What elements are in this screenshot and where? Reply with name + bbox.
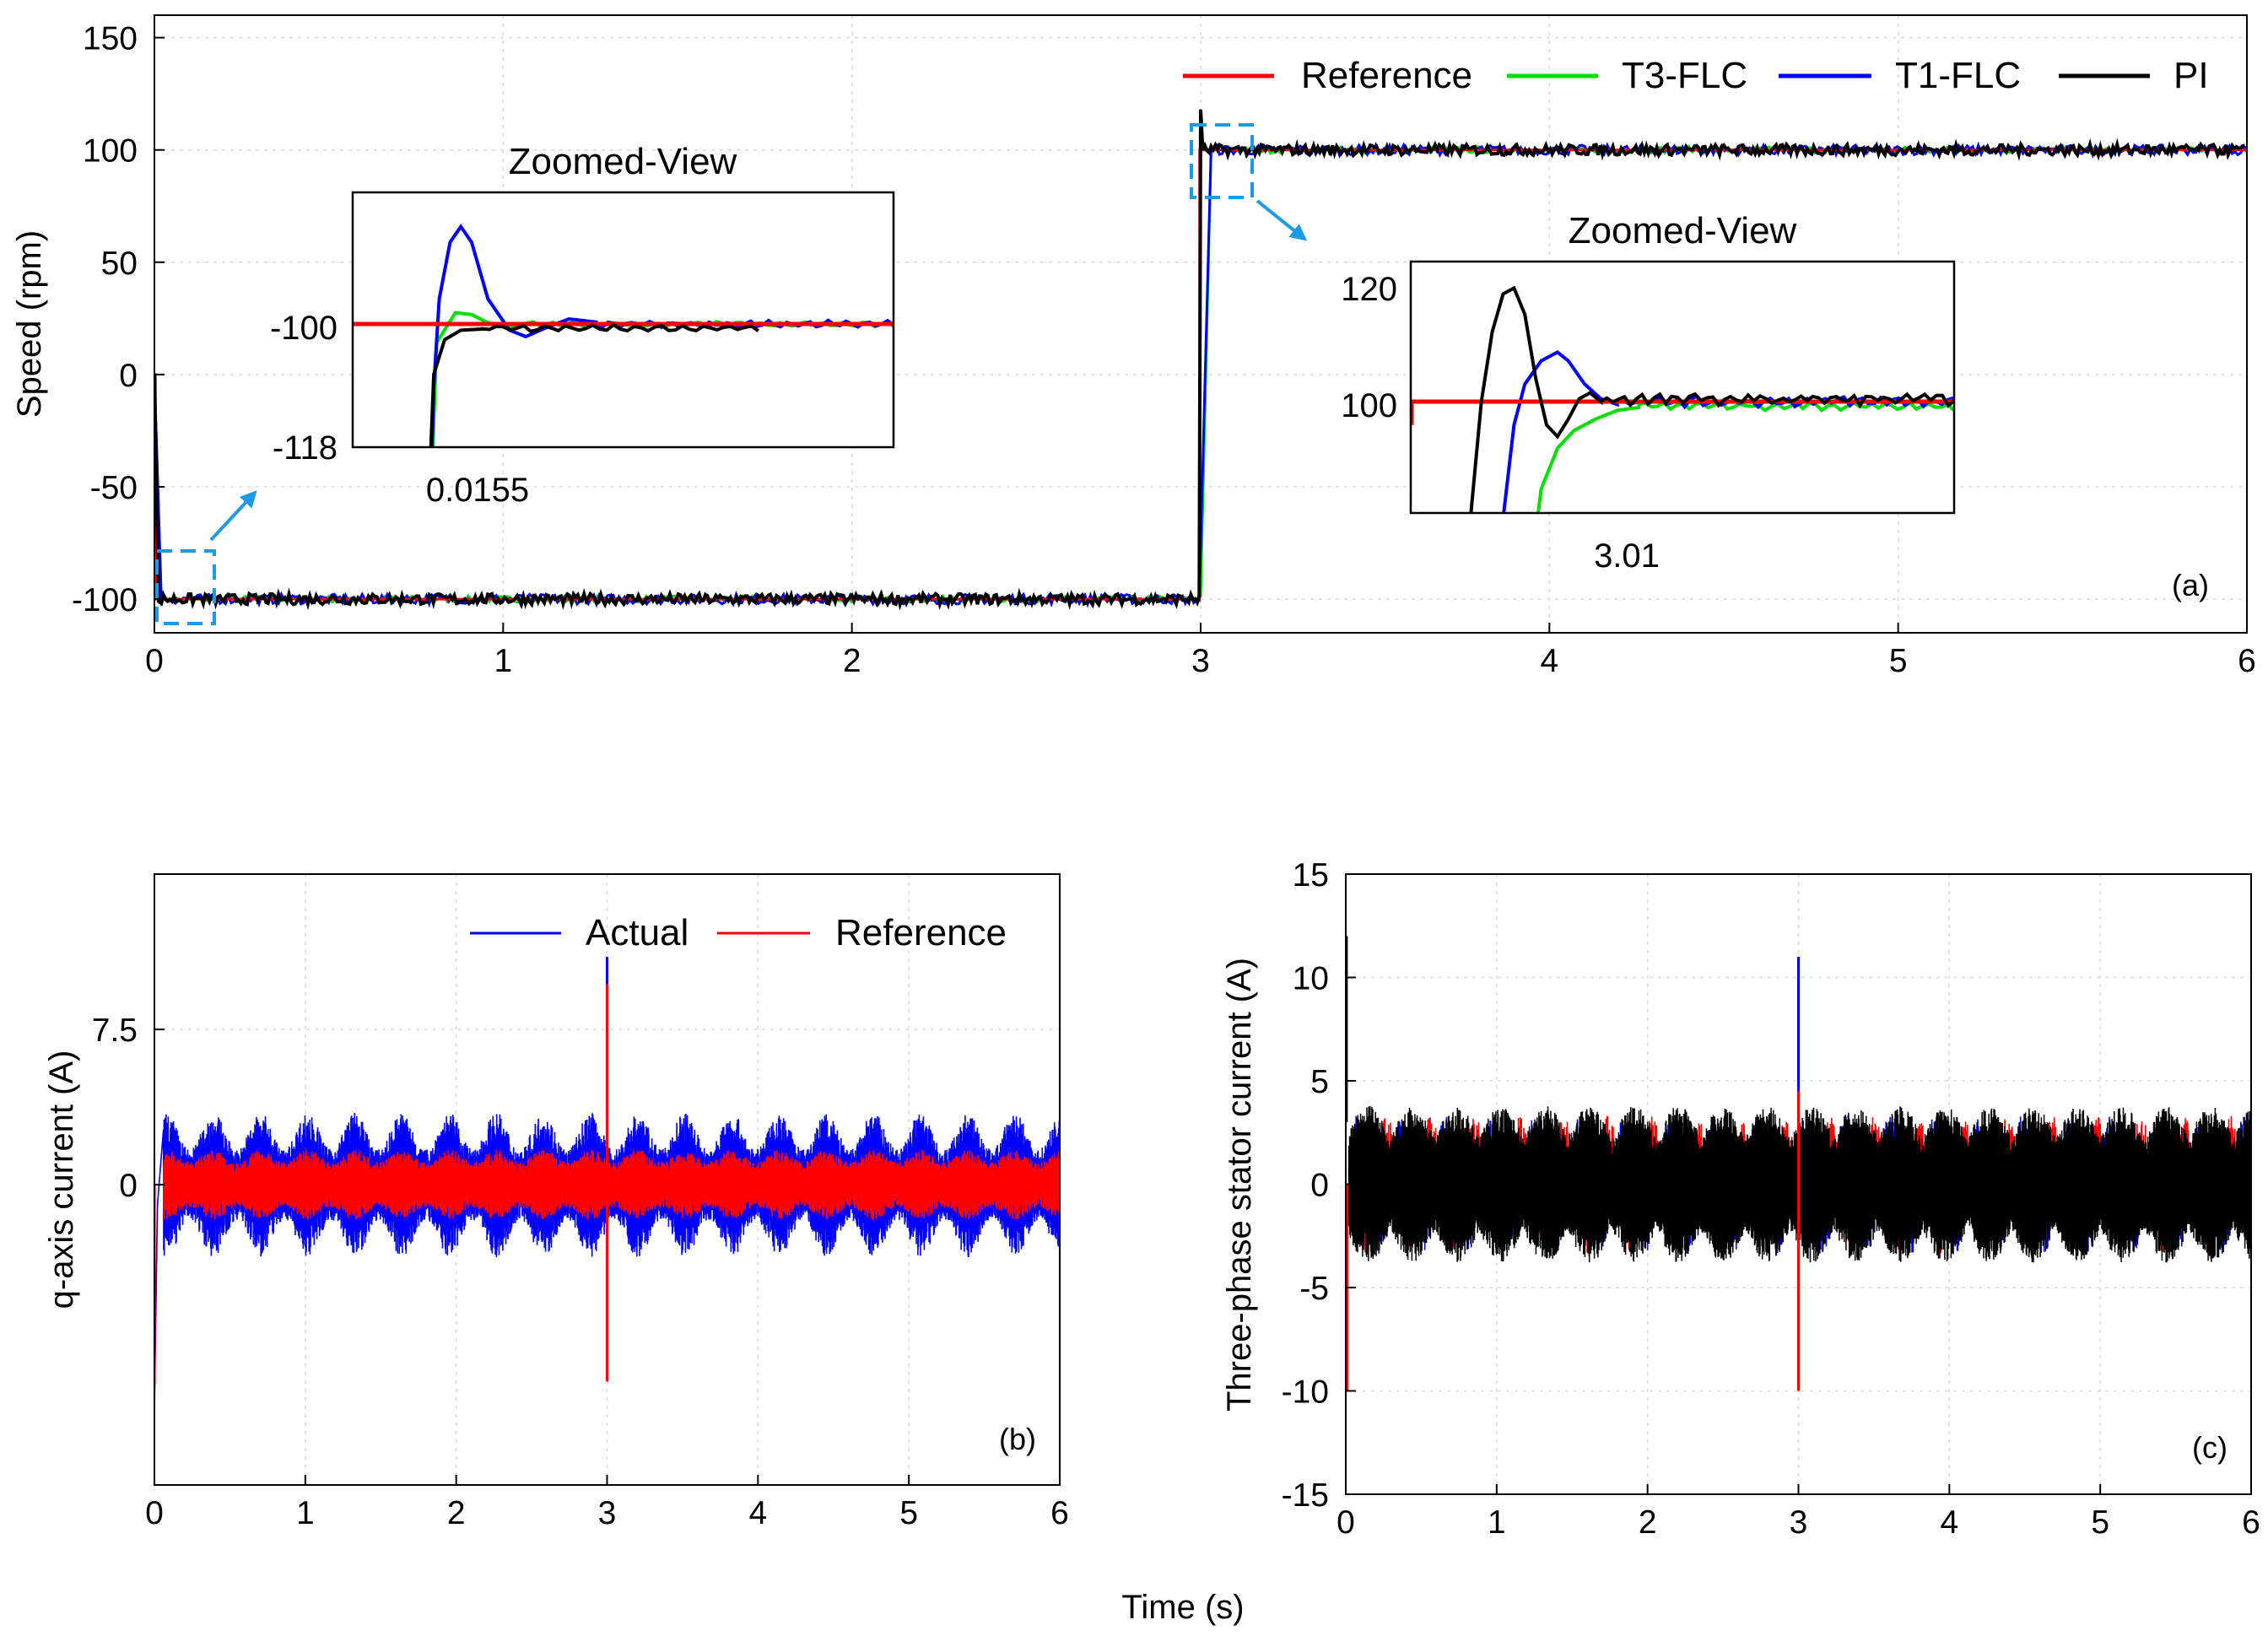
y-tick-label: 7.5 [92,1012,138,1049]
x-tick-label: 4 [1940,1504,1958,1541]
legend-label-reference: Reference [1301,55,1472,96]
zoom2-t3 [1536,398,1954,513]
y-tick-label: 15 [1293,857,1329,894]
panel-label-c: (c) [2192,1430,2228,1465]
legend-label-t1: T1-FLC [1895,55,2021,96]
y-tick-label: -100 [72,582,138,618]
zoom-box-step [1190,123,1254,199]
x-tick-label: 5 [2091,1504,2109,1541]
shared-xlabel: Time (s) [1121,1589,1244,1626]
x-tick-label: 6 [2242,1504,2260,1541]
legend-label-reference-b: Reference [835,912,1007,953]
x-tick-label: 3 [1191,643,1210,679]
y-tick-label: 5 [1310,1064,1329,1100]
y-tick-label: 150 [83,21,138,57]
panel-label-b: (b) [999,1422,1036,1456]
zoom-inset-1-frame [351,191,895,449]
x-tick-label: 5 [899,1495,918,1531]
panel-c: 0 1 2 3 4 5 6 15 10 5 0 -5 -10 -15 Three-phase stator… [1221,857,2260,1541]
zoom-box-start [155,549,216,625]
y-tick-label: 0 [119,1168,138,1204]
legend-a: Reference T3-FLC T1-FLC PI [1183,55,2209,96]
ticks-b: 0 1 2 3 4 5 6 7.5 0 [92,1012,1069,1531]
x-tick-label: 0 [145,643,164,679]
y-tick-label: -5 [1299,1271,1329,1307]
x-tick-label: 3 [598,1495,617,1531]
zoom-inset-2-data [1411,285,1954,513]
x-tick-label: 4 [748,1495,767,1531]
zoom-inset-2: Zoomed-View 120 100 3.01 [1341,210,1956,575]
zoom-inset-1-bg [353,192,894,447]
ticks-c: 0 1 2 3 4 5 6 15 10 5 0 -5 -10 -15 [1282,857,2260,1541]
x-tick-label: 2 [1639,1504,1657,1541]
zoom-inset-2-bg [1411,262,1954,513]
panel-label-a: (a) [2172,568,2209,602]
zoom-inset-2-frame [1409,260,1956,515]
legend-label-t3: T3-FLC [1622,55,1747,96]
panel-b: 0 1 2 3 4 5 6 7.5 0 q-axis current (A) (b) Actua… [43,873,1069,1531]
y-tick-label: 0 [119,358,138,394]
data-b [154,957,1060,1413]
zoom-inset-1: Zoomed-View -100 -118 0.0155 [270,141,895,509]
x-tick-label: 1 [1488,1504,1506,1541]
ylabel-a: Speed (rpm) [11,230,48,418]
ylabel-c: Three-phase stator current (A) [1221,958,1258,1412]
y-tick-label: 0 [1310,1168,1329,1204]
zoom-arrow-step [1256,199,1308,241]
zoom-inset-2-xtick: 3.01 [1594,537,1660,575]
zoom2-pi [1469,285,1954,513]
zoom-inset-1-title: Zoomed-View [509,141,737,182]
zoom-inset-1-data [353,224,894,447]
zoom-inset-1-ytick: -100 [270,310,338,347]
zoom-arrow-start [209,490,257,542]
y-tick-label: -15 [1282,1477,1329,1514]
x-tick-label: 2 [447,1495,466,1531]
zoom-inset-2-title: Zoomed-View [1569,210,1797,251]
x-tick-label: 6 [1050,1495,1069,1531]
series-reference-b [162,1149,1060,1220]
zoom-inset-1-ytick: -118 [273,429,338,467]
x-tick-label: 0 [1336,1504,1355,1541]
zoom1-pi [429,322,759,447]
series-pi [154,109,2245,611]
y-tick-label: 50 [101,246,138,282]
x-tick-label: 3 [1790,1504,1808,1541]
zoom-inset-2-ytick: 100 [1341,387,1397,424]
ticks-a: 0 1 2 3 4 5 6 150 100 50 0 -50 -100 [72,21,2256,679]
x-tick-label: 4 [1540,643,1558,679]
data-c [1346,936,2251,1391]
y-tick-label: -10 [1282,1374,1329,1411]
x-tick-label: 6 [2238,643,2256,679]
x-tick-label: 1 [494,643,512,679]
zoom-inset-1-xtick: 0.0155 [426,472,529,509]
legend-b: Actual Reference [470,912,1007,953]
y-tick-label: 100 [83,133,138,170]
legend-label-actual: Actual [586,912,688,953]
x-tick-label: 5 [1889,643,1908,679]
ylabel-b: q-axis current (A) [43,1050,80,1309]
data-a [154,109,2247,611]
x-tick-label: 1 [296,1495,315,1531]
y-tick-label: -50 [90,470,138,506]
x-tick-label: 0 [145,1495,164,1531]
zoom-inset-2-ytick: 120 [1341,271,1397,308]
legend-label-pi: PI [2174,55,2209,96]
y-tick-label: 10 [1293,961,1329,997]
series-phase-c [1347,1105,2251,1263]
x-tick-label: 2 [843,643,861,679]
